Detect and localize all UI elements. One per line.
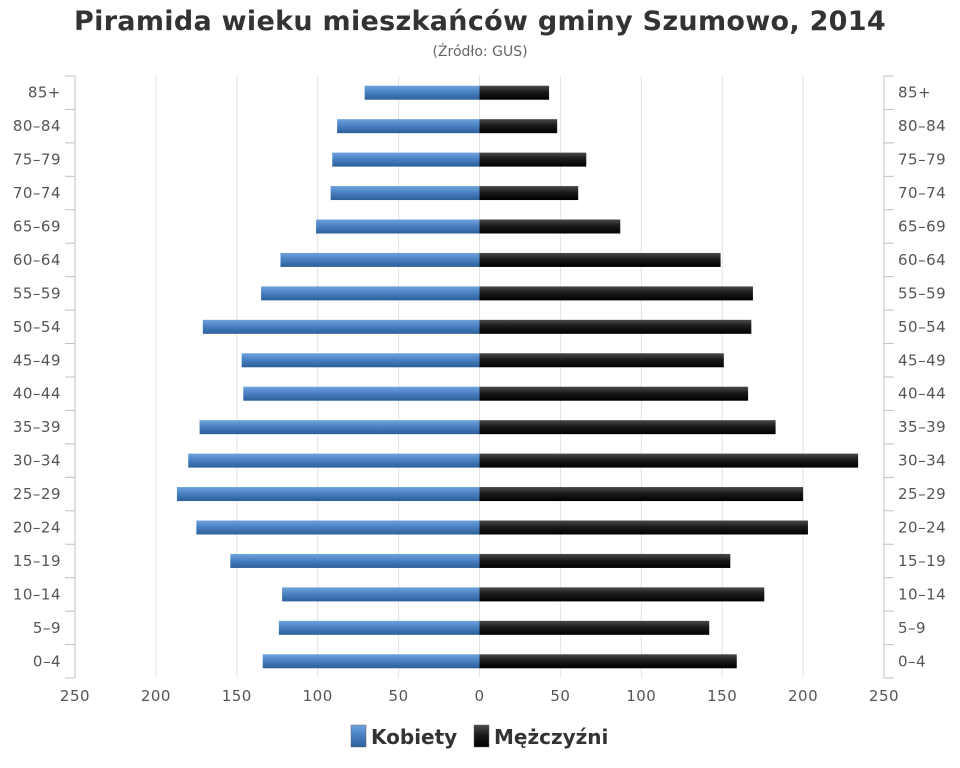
left-category-label: 5–9 [33, 619, 61, 637]
bar-kobiety [262, 654, 480, 669]
bar-kobiety [243, 386, 480, 401]
right-category-label: 55–59 [898, 284, 946, 302]
bar-mezczyzni [479, 119, 558, 134]
bar-kobiety [330, 186, 480, 201]
legend-mezczyzni-swatch [473, 724, 490, 748]
left-category-label: 85+ [28, 84, 61, 102]
right-category-label: 45–49 [898, 351, 946, 369]
bar-kobiety [202, 319, 480, 334]
right-category-label: 75–79 [898, 151, 946, 169]
x-tick-label: 250 [60, 687, 90, 705]
right-category-label: 50–54 [898, 318, 946, 336]
right-category-label: 85+ [898, 84, 931, 102]
legend-kobiety-label: Kobiety [371, 725, 457, 749]
bar-kobiety [364, 85, 480, 100]
bar-mezczyzni [479, 620, 710, 635]
right-category-label: 20–24 [898, 519, 946, 537]
bar-kobiety [261, 286, 480, 301]
bar-mezczyzni [479, 553, 731, 568]
bar-mezczyzni [479, 219, 621, 234]
right-category-label: 0–4 [898, 652, 926, 670]
right-category-label: 15–19 [898, 552, 946, 570]
bar-mezczyzni [479, 186, 579, 201]
left-category-label: 50–54 [13, 318, 61, 336]
right-category-label: 10–14 [898, 585, 946, 603]
bar-mezczyzni [479, 286, 753, 301]
right-category-label: 80–84 [898, 117, 946, 135]
right-category-label: 40–44 [898, 385, 946, 403]
x-tick-label: 50 [389, 687, 409, 705]
bar-kobiety [199, 420, 480, 435]
bar-mezczyzni [479, 420, 776, 435]
bar-mezczyzni [479, 587, 765, 602]
bar-kobiety [337, 119, 480, 134]
right-category-label: 25–29 [898, 485, 946, 503]
bar-mezczyzni [479, 85, 550, 100]
legend-mezczyzni-label: Mężczyźni [494, 725, 608, 749]
x-tick-label: 200 [788, 687, 818, 705]
bar-mezczyzni [479, 453, 859, 468]
right-category-label: 70–74 [898, 184, 946, 202]
bar-kobiety [196, 520, 480, 535]
chart-subtitle: (Źródło: GUS) [432, 44, 528, 60]
left-category-label: 25–29 [13, 485, 61, 503]
left-category-label: 80–84 [13, 117, 61, 135]
left-category-label: 40–44 [13, 385, 61, 403]
right-category-label: 60–64 [898, 251, 946, 269]
right-category-label: 35–39 [898, 418, 946, 436]
legend-kobiety-swatch [350, 724, 367, 748]
x-tick-label: 100 [303, 687, 333, 705]
bar-mezczyzni [479, 487, 804, 502]
x-tick-label: 150 [222, 687, 252, 705]
bar-mezczyzni [479, 520, 808, 535]
x-tick-label: 200 [141, 687, 171, 705]
x-tick-label: 50 [550, 687, 570, 705]
right-category-label: 30–34 [898, 452, 946, 470]
bar-mezczyzni [479, 353, 724, 368]
bar-mezczyzni [479, 319, 752, 334]
left-category-label: 30–34 [13, 452, 61, 470]
left-category-label: 65–69 [13, 218, 61, 236]
left-category-label: 70–74 [13, 184, 61, 202]
bar-kobiety [278, 620, 480, 635]
bar-kobiety [332, 152, 480, 167]
left-category-label: 75–79 [13, 151, 61, 169]
bar-kobiety [316, 219, 480, 234]
chart-title: Piramida wieku mieszkańców gminy Szumowo… [74, 6, 886, 37]
bar-kobiety [282, 587, 480, 602]
bar-kobiety [176, 487, 480, 502]
x-tick-label: 150 [707, 687, 737, 705]
left-category-label: 0–4 [33, 652, 61, 670]
bar-mezczyzni [479, 152, 587, 167]
left-category-label: 45–49 [13, 351, 61, 369]
x-tick-label: 100 [626, 687, 656, 705]
x-tick-label: 250 [869, 687, 899, 705]
bar-kobiety [280, 252, 480, 267]
left-category-label: 20–24 [13, 519, 61, 537]
bar-mezczyzni [479, 386, 749, 401]
right-category-label: 65–69 [898, 218, 946, 236]
left-category-label: 10–14 [13, 585, 61, 603]
left-category-label: 60–64 [13, 251, 61, 269]
left-category-label: 55–59 [13, 284, 61, 302]
left-category-label: 35–39 [13, 418, 61, 436]
x-tick-label: 0 [474, 687, 484, 705]
bar-mezczyzni [479, 654, 737, 669]
left-category-label: 15–19 [13, 552, 61, 570]
bar-mezczyzni [479, 252, 721, 267]
bar-kobiety [230, 553, 480, 568]
bar-kobiety [241, 353, 480, 368]
right-category-label: 5–9 [898, 619, 926, 637]
bar-kobiety [188, 453, 480, 468]
